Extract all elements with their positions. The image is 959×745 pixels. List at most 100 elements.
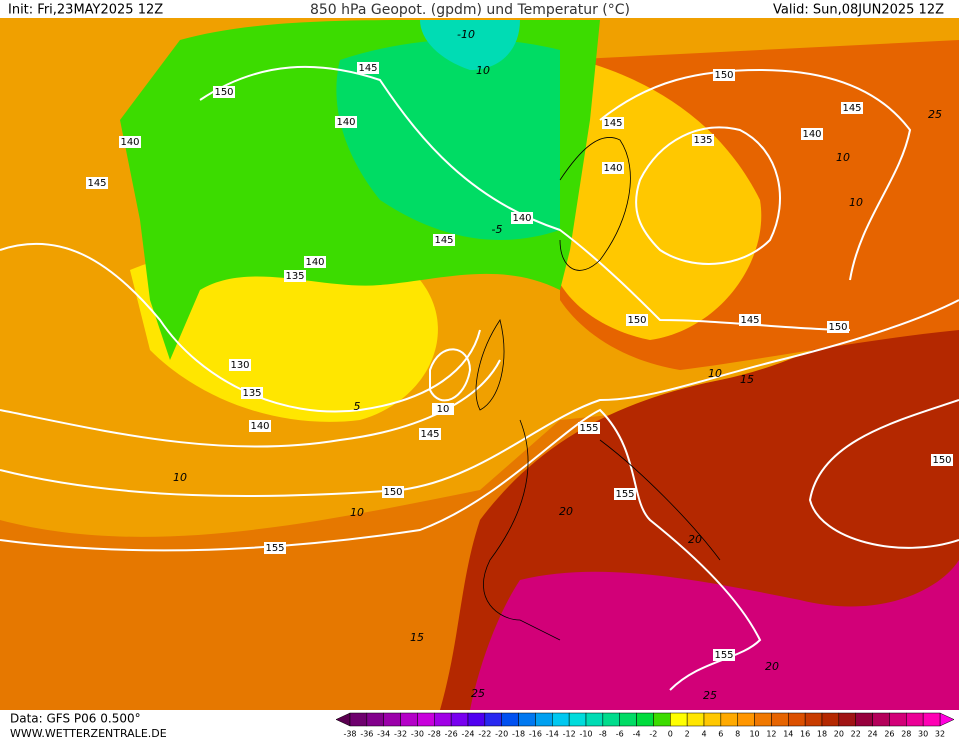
geopotential-label: 140 — [336, 117, 355, 128]
geopotential-label: 150 — [383, 487, 402, 498]
contour-line — [199, 65, 851, 331]
website: WWW.WETTERZENTRALE.DE — [10, 727, 167, 740]
scale-tick-label: -24 — [461, 730, 474, 739]
label-box — [626, 314, 648, 326]
scale-box — [349, 712, 368, 727]
coastline — [475, 137, 721, 641]
label-box — [578, 422, 600, 434]
scale-tick-label: 12 — [766, 730, 776, 739]
label-box — [432, 403, 454, 415]
header-bar — [0, 0, 959, 18]
scale-tick-label: 8 — [735, 730, 740, 739]
scale-tick-label: 10 — [749, 730, 759, 739]
label-box — [119, 136, 141, 148]
scale-box — [619, 712, 637, 727]
label-box — [335, 116, 357, 128]
temperature-label: 10 — [173, 471, 187, 484]
label-box — [382, 486, 404, 498]
label-box — [602, 162, 624, 174]
label-box — [241, 387, 263, 399]
scale-tick-label: -36 — [360, 730, 373, 739]
geopotential-label: 10 — [437, 404, 450, 415]
geopotential-label: 150 — [714, 70, 733, 81]
label-box — [931, 454, 953, 466]
scale-box — [788, 712, 806, 727]
scale-tick-label: -26 — [445, 730, 458, 739]
scale-box — [450, 712, 469, 727]
scale-tick-label: -8 — [599, 730, 607, 739]
label-box — [602, 117, 624, 129]
geopotential-label: 135 — [285, 271, 304, 282]
scale-tick-label: -12 — [563, 730, 576, 739]
scale-tick-label: 6 — [718, 730, 723, 739]
geopotential-label: 140 — [512, 213, 531, 224]
scale-tick-label: 16 — [800, 730, 810, 739]
scale-box — [855, 712, 873, 727]
temperature-label: 20 — [559, 505, 573, 518]
temperature-label: 10 — [836, 151, 850, 164]
scale-tick-label: -38 — [343, 730, 356, 739]
label-box — [511, 212, 533, 224]
scandinavia-region — [550, 60, 762, 340]
scale-tick-label: 30 — [918, 730, 928, 739]
label-box — [264, 542, 286, 554]
scale-tick-label: -2 — [649, 730, 657, 739]
temperature-label: 25 — [928, 108, 942, 121]
label-box — [614, 488, 636, 500]
temperature-label: -5 — [492, 223, 503, 236]
geopotential-label: 140 — [250, 421, 269, 432]
scale-box — [535, 712, 553, 727]
geopotential-label: 135 — [242, 388, 261, 399]
temperature-label: 15 — [410, 631, 424, 644]
scale-box — [737, 712, 755, 727]
scale-box — [838, 712, 856, 727]
geopotential-label: 130 — [230, 360, 249, 371]
geopotential-label: 145 — [87, 178, 106, 189]
geopotential-label: 135 — [693, 135, 712, 146]
scale-tick-label: 26 — [884, 730, 894, 739]
scale-tick-label: 20 — [834, 730, 844, 739]
geopotential-label: 150 — [627, 315, 646, 326]
contour-line — [0, 359, 501, 448]
geopotential-label: 145 — [842, 103, 861, 114]
scale-tick-label: 2 — [685, 730, 690, 739]
label-box — [827, 321, 849, 333]
temperature-label: 10 — [708, 367, 722, 380]
scale-box — [686, 712, 705, 727]
yellow-region — [130, 248, 438, 422]
geopotential-label: 150 — [932, 455, 951, 466]
data-source: Data: GFS P06 0.500° — [10, 712, 141, 726]
label-box — [419, 428, 441, 440]
contour-line — [429, 348, 472, 402]
scale-tick-label: -28 — [428, 730, 441, 739]
geopotential-label: 145 — [740, 315, 759, 326]
scale-tick-label: 18 — [817, 730, 827, 739]
scale-box — [754, 712, 772, 727]
scale-box — [417, 712, 435, 727]
scale-tick-label: 22 — [851, 730, 861, 739]
label-box — [86, 177, 108, 189]
geopotential-label: 140 — [120, 137, 139, 148]
geopotential-label: 140 — [802, 129, 821, 140]
temperature-label: 25 — [471, 687, 485, 700]
scale-box — [922, 712, 941, 727]
scale-box — [484, 712, 502, 727]
scale-box — [400, 712, 418, 727]
scale-tick-label: -6 — [616, 730, 624, 739]
map-title: 850 hPa Geopot. (gpdm) und Temperatur (°… — [310, 2, 630, 18]
scale-tick-label: -14 — [546, 730, 559, 739]
label-box — [692, 134, 714, 146]
scale-box — [804, 712, 823, 727]
temperature-label: 25 — [703, 689, 717, 702]
geopotential-label: 150 — [214, 87, 233, 98]
scale-box — [771, 712, 789, 727]
contour-line — [808, 399, 959, 549]
scale-tick-label: -16 — [529, 730, 542, 739]
scale-box — [906, 712, 924, 727]
scale-tick-label: -20 — [495, 730, 508, 739]
geopotential-label: 140 — [603, 163, 622, 174]
geopotential-label: 150 — [828, 322, 847, 333]
geopotential-label: 155 — [714, 650, 733, 661]
valid-label: Valid: Sun,08JUN2025 12Z — [773, 3, 944, 18]
